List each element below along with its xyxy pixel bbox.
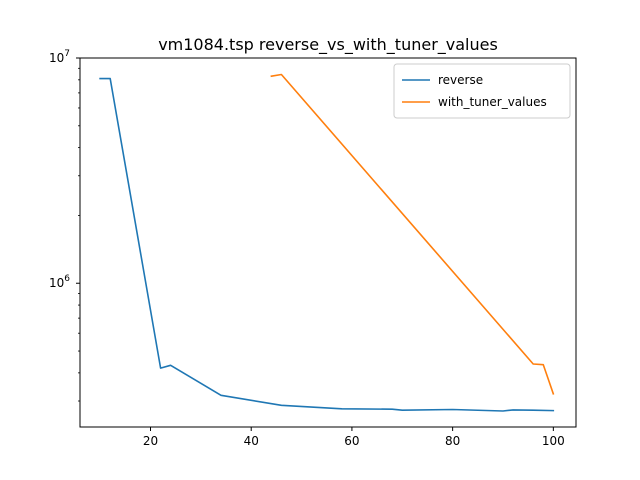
chart-title: vm1084.tsp reverse_vs_with_tuner_values — [158, 35, 498, 55]
x-tick-label: 80 — [445, 434, 460, 448]
series-layer — [99, 73, 555, 412]
y-tick-label: 107 — [49, 49, 70, 65]
x-tick-label: 60 — [344, 434, 359, 448]
legend-label: reverse — [438, 73, 483, 87]
plot-area — [80, 58, 576, 427]
series-line-reverse — [99, 77, 555, 412]
legend-box — [393, 63, 571, 119]
axis-ticks: 20 40 60 80 100 106 107 — [49, 49, 565, 448]
x-tick-label: 40 — [244, 434, 259, 448]
legend: reverse with_tuner_values — [393, 63, 571, 119]
plot-frame — [79, 57, 577, 428]
series-line-with-tuner-values — [270, 73, 555, 395]
y-tick-label: 106 — [49, 274, 70, 290]
legend-label: with_tuner_values — [438, 95, 547, 109]
x-tick-label: 20 — [143, 434, 158, 448]
x-tick-label: 100 — [542, 434, 565, 448]
